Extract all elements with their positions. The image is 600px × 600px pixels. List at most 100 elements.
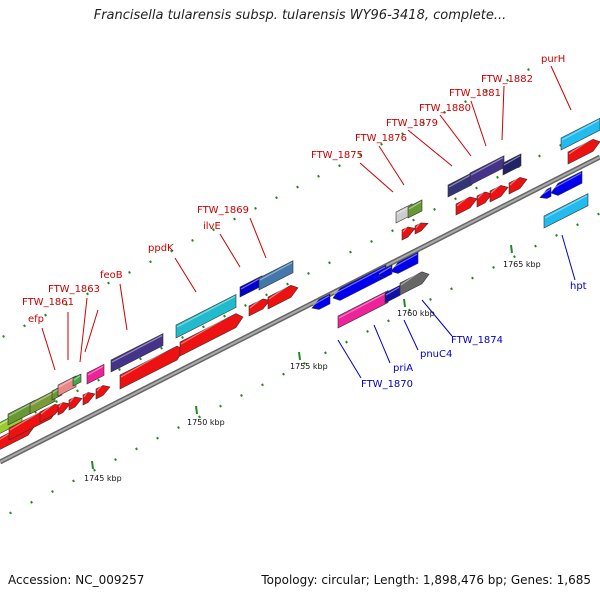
gene-label-ftw1869: FTW_1869 — [197, 205, 249, 216]
tick — [72, 479, 75, 483]
tick — [408, 308, 411, 312]
tick — [433, 207, 436, 211]
gene-ppdk — [175, 294, 237, 339]
gene-small-green-shine — [73, 375, 81, 381]
leader-ftw1875 — [359, 162, 394, 193]
tick — [212, 228, 215, 232]
tick — [317, 174, 320, 178]
tick — [513, 255, 516, 259]
tick — [114, 458, 117, 461]
tick — [191, 238, 194, 242]
tick — [76, 389, 79, 393]
tick — [485, 89, 488, 93]
gene-ftw1869 — [258, 260, 294, 291]
tick — [349, 250, 352, 254]
gene-feob — [110, 333, 164, 373]
gene-red-14-shine — [477, 189, 486, 199]
gene-hpt-a — [539, 186, 552, 199]
gene-label-ftw1874: FTW_1874 — [451, 335, 503, 346]
gene-red-15-shine — [490, 183, 502, 194]
tick — [275, 196, 278, 200]
gene-label-ftw1882: FTW_1882 — [481, 74, 533, 85]
tick — [366, 329, 369, 333]
tick — [51, 490, 54, 494]
tick — [135, 447, 138, 451]
gene-label-ftw1863: FTW_1863 — [48, 284, 100, 295]
gene-ftw1869-shine — [259, 262, 293, 281]
gene-hpt-shine — [544, 195, 588, 219]
gene-label-pria: priA — [393, 363, 413, 374]
gene-olive-2-shine — [30, 391, 55, 406]
accession-text: Accession: NC_009257 — [8, 573, 145, 587]
gene-label-ftw1870: FTW_1870 — [361, 379, 413, 390]
tick — [244, 304, 247, 307]
leader-ftw1870 — [337, 339, 362, 379]
leader-ftw1881 — [470, 100, 487, 147]
gene-red-7-shine — [120, 343, 178, 378]
gene-red-8-shine — [180, 311, 237, 345]
tick — [307, 271, 310, 275]
gene-ftw1874-shine — [400, 269, 423, 286]
scale-label-1755: 1755 kbp — [290, 362, 328, 371]
gene-red-5-shine — [83, 390, 89, 398]
tick — [160, 346, 163, 350]
summary-text: Topology: circular; Length: 1,898,476 bp… — [261, 573, 591, 587]
leader-feob — [119, 283, 128, 331]
leader-ftw1880 — [439, 114, 472, 157]
gene-red-1-shine — [9, 404, 52, 431]
tick — [286, 282, 289, 286]
tick — [139, 357, 142, 361]
gene-red-9 — [248, 298, 271, 317]
gene-purh — [560, 117, 600, 151]
gene-small-green — [72, 373, 82, 387]
tick — [576, 223, 579, 227]
tick — [202, 325, 205, 329]
gene-pnuc4-shine — [385, 286, 400, 296]
gene-label-ilve: ilvE — [203, 221, 221, 232]
gene-ftw1870-shine — [312, 295, 330, 306]
gene-label-pnuc4: pnuC4 — [420, 349, 452, 360]
gene-label-ftw1861: FTW_1861 — [22, 297, 74, 308]
tick — [387, 319, 390, 323]
tick — [401, 132, 404, 136]
leader-ilve — [219, 233, 241, 268]
gene-red-14 — [476, 191, 493, 208]
leader-ftw1882 — [501, 85, 505, 141]
gene-red-11 — [401, 226, 416, 241]
tick — [492, 265, 495, 269]
scale-label-1765: 1765 kbp — [503, 260, 541, 269]
gene-ftw1863-shine — [87, 365, 104, 376]
gene-red-4 — [68, 396, 83, 411]
gene-red-11-shine — [402, 225, 409, 233]
leader-hpt — [561, 234, 576, 281]
tick — [538, 154, 541, 158]
tick — [65, 303, 68, 306]
gene-ftw1880-shine — [470, 157, 504, 176]
leader-ftw1869 — [249, 217, 267, 259]
gene-label-ftw1881: FTW_1881 — [449, 88, 501, 99]
gene-ftw1870b-shine — [333, 266, 386, 295]
tick — [597, 212, 600, 216]
gene-features — [0, 117, 600, 450]
gene-feob-shine — [111, 335, 163, 363]
gene-red-10-shine — [268, 283, 292, 300]
tick — [282, 372, 285, 376]
gene-hpt-b — [550, 170, 583, 196]
major-tick-0 — [91, 460, 94, 470]
gene-red-13-shine — [456, 194, 471, 207]
tick — [93, 468, 96, 472]
tick — [149, 260, 152, 264]
bottom-labels: FTW_1870 priA pnuC4 FTW_1874 hpt — [361, 281, 587, 390]
gene-red-5 — [82, 392, 96, 406]
tick — [527, 68, 530, 72]
scale-label-1750: 1750 kbp — [187, 418, 225, 427]
tick — [475, 186, 478, 190]
gene-red-3 — [57, 402, 71, 416]
gene-ftw1874 — [399, 271, 430, 296]
gene-olive-2 — [29, 389, 56, 415]
tick — [198, 415, 201, 419]
tick — [219, 404, 222, 408]
leader-ftw1876 — [378, 145, 405, 186]
gene-red-16-shine — [509, 175, 521, 186]
